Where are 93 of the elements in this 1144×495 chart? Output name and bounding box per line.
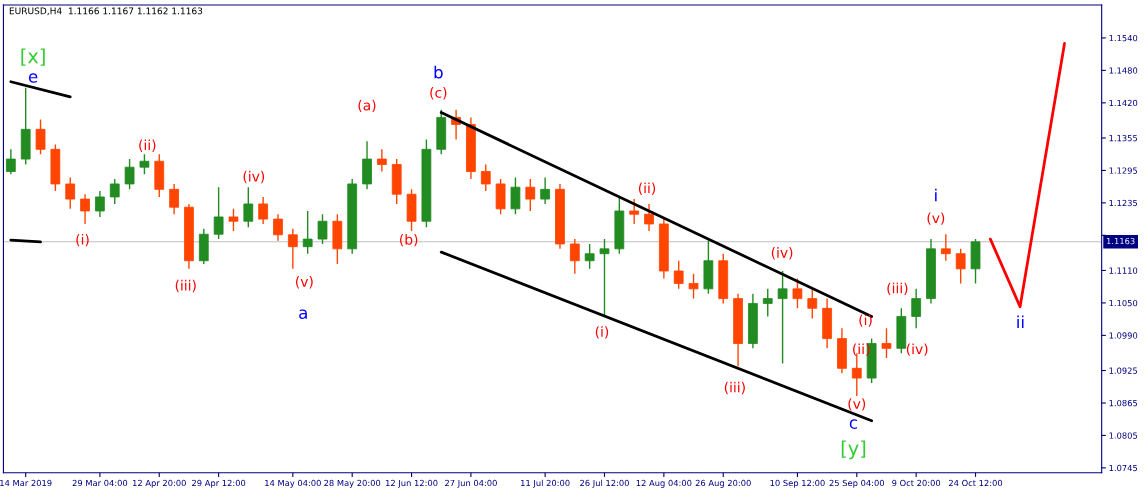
candlestick <box>109 178 120 205</box>
annotation: (iii) <box>175 279 196 293</box>
x-tick-label: 10 Sep 12:00 <box>770 479 825 488</box>
annotation: [y] <box>841 440 866 460</box>
annotation: (iv) <box>243 170 265 184</box>
candlestick <box>955 248 966 285</box>
candlestick <box>302 210 313 255</box>
candlestick <box>169 183 179 215</box>
annotation: i <box>935 188 937 202</box>
x-tick-label: 26 Aug 20:00 <box>695 479 751 488</box>
candlestick <box>911 288 922 330</box>
candlestick <box>940 233 951 262</box>
candlestick <box>644 203 654 232</box>
annotation: (i) <box>859 314 872 327</box>
annotation: (ii) <box>638 182 656 195</box>
y-tick-label: 1.1050 <box>1109 299 1138 307</box>
annotation: (a) <box>358 99 376 113</box>
annotation: (iv) <box>771 247 793 260</box>
chart-title: EURUSD,H4 1.1166 1.1167 1.1162 1.1163 <box>9 7 203 16</box>
candlestick <box>317 213 328 245</box>
candlestick <box>629 198 640 225</box>
x-tick-label: 28 May 20:00 <box>324 479 381 488</box>
x-tick-label: 11 Jul 20:00 <box>521 479 570 488</box>
annotation: b <box>434 65 443 79</box>
y-tick-label: 1.1295 <box>1109 167 1138 174</box>
candlestick <box>792 277 803 310</box>
candlestick <box>673 260 684 290</box>
x-tick-label: 24 Oct 12:00 <box>948 479 1003 487</box>
candlestick <box>377 148 387 173</box>
candlestick <box>287 228 298 270</box>
candlestick <box>124 158 135 191</box>
candlestick <box>777 270 788 365</box>
annotation: (i) <box>595 326 609 339</box>
candlestick <box>243 186 254 228</box>
x-tick-label: 12 Apr 20:00 <box>133 479 186 488</box>
candlestick <box>139 153 150 175</box>
annotation: e <box>28 73 38 83</box>
y-tick-label: 1.1235 <box>1109 199 1138 207</box>
annotation: (v) <box>848 398 866 411</box>
x-tick-label: 27 Jun 04:00 <box>445 479 497 488</box>
x-tick-label: 12 Jun 12:00 <box>386 479 438 488</box>
annotation: (iii) <box>887 282 908 296</box>
candlestick <box>762 288 773 318</box>
candlestick <box>258 196 269 225</box>
candlestick <box>510 176 521 215</box>
annotation: (iv) <box>906 343 928 356</box>
annotation: (b) <box>400 233 418 247</box>
x-tick-label: 9 Oct 20:00 <box>892 479 941 487</box>
candlestick <box>273 213 283 242</box>
annotation: (c) <box>430 87 447 100</box>
annotation: ii <box>1017 315 1024 329</box>
x-tick-label: 14 May 04:00 <box>265 479 321 488</box>
y-tick-label: 1.1110 <box>1109 267 1138 274</box>
annotation: (v) <box>927 212 945 225</box>
candlestick <box>5 148 16 175</box>
annotation: a <box>299 309 307 319</box>
x-tick-label: 29 Apr 12:00 <box>192 479 246 488</box>
candlestick <box>807 288 818 320</box>
candlestick <box>95 190 105 218</box>
candlestick <box>599 238 610 317</box>
x-tick-label: 29 Mar 04:00 <box>72 479 128 487</box>
candlestick <box>65 176 76 210</box>
candlestick <box>213 186 224 240</box>
candlestick <box>688 273 699 300</box>
candlestick <box>480 163 491 192</box>
annotation: (ii) <box>139 139 156 152</box>
y-tick-label: 1.0865 <box>1109 399 1138 407</box>
y-tick-label: 1.0805 <box>1109 432 1138 439</box>
ref-line-label: 1.1163 <box>1106 237 1135 245</box>
annotation: [x] <box>21 48 45 66</box>
candlestick <box>228 208 239 232</box>
annotation: (v) <box>296 276 313 289</box>
x-tick-label: 14 Mar 2019 <box>0 479 52 487</box>
y-tick-label: 1.1355 <box>1109 134 1138 142</box>
x-tick-label: 26 Jul 12:00 <box>580 479 629 488</box>
candlestick <box>80 193 90 225</box>
y-tick-label: 1.1420 <box>1109 99 1138 107</box>
candlestick <box>584 243 595 270</box>
y-tick-label: 1.1540 <box>1109 34 1138 42</box>
y-tick-label: 1.1480 <box>1109 67 1138 74</box>
x-tick-label: 12 Aug 04:00 <box>636 479 692 488</box>
y-tick-label: 1.0745 <box>1109 464 1138 472</box>
candlestick <box>881 327 892 359</box>
candlestick <box>569 238 580 275</box>
y-tick-label: 1.0990 <box>1109 332 1138 339</box>
candlestick <box>35 118 46 155</box>
annotation: (iii) <box>724 381 745 395</box>
candlestick <box>525 178 536 212</box>
candlestick <box>540 176 550 205</box>
annotation: c <box>849 419 858 429</box>
annotation: (i) <box>76 233 89 247</box>
x-tick-label: 25 Sep 04:00 <box>829 479 885 488</box>
y-tick-label: 1.0925 <box>1109 367 1138 374</box>
